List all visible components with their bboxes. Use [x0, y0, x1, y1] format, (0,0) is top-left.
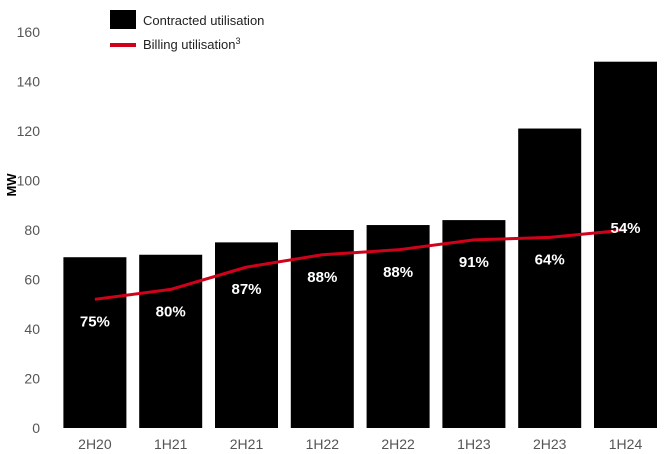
bar-series	[63, 61, 657, 428]
x-tick-label: 2H20	[78, 436, 112, 452]
legend-label-contracted: Contracted utilisation	[143, 13, 264, 28]
data-label: 88%	[307, 269, 337, 286]
x-tick-label: 2H22	[381, 436, 415, 452]
billing-utilisation-line	[94, 228, 626, 301]
y-tick-label: 60	[24, 272, 40, 288]
y-tick-label: 140	[17, 74, 41, 90]
data-label: 54%	[610, 220, 640, 237]
bar	[366, 225, 430, 428]
data-label: 87%	[231, 281, 261, 298]
y-tick-label: 80	[24, 222, 40, 238]
bar	[63, 257, 127, 428]
y-tick-label: 40	[24, 321, 40, 337]
x-tick-label: 1H22	[306, 436, 340, 452]
data-labels: 75% 80% 87% 88% 88% 91% 64% 54%	[80, 220, 641, 330]
x-tick-label: 1H21	[154, 436, 188, 452]
bar	[139, 254, 203, 428]
bar	[518, 128, 582, 428]
bar	[442, 220, 506, 428]
y-tick-label: 20	[24, 371, 40, 387]
x-tick-label: 1H23	[457, 436, 491, 452]
legend: Contracted utilisation Billing utilisati…	[110, 10, 264, 52]
x-tick-label: 2H21	[230, 436, 264, 452]
data-label: 80%	[156, 303, 186, 320]
data-label: 91%	[459, 254, 489, 271]
y-tick-label: 120	[17, 123, 41, 139]
x-axis-ticks: 2H20 1H21 2H21 1H22 2H22 1H23 2H23 1H24	[78, 436, 642, 452]
legend-label-billing: Billing utilisation3	[143, 36, 241, 52]
y-axis-ticks: 0 20 40 60 80 100 120 140 160	[17, 24, 41, 436]
bar	[594, 61, 657, 428]
bar	[215, 242, 278, 428]
data-label: 75%	[80, 313, 110, 330]
line-series	[94, 228, 626, 301]
legend-swatch-contracted	[110, 10, 136, 29]
data-label: 64%	[535, 251, 565, 268]
y-tick-label: 160	[17, 24, 41, 40]
y-axis-label: MW	[4, 173, 19, 197]
x-tick-label: 2H23	[533, 436, 567, 452]
x-tick-label: 1H24	[609, 436, 643, 452]
y-tick-label: 0	[32, 420, 40, 436]
data-label: 88%	[383, 264, 413, 281]
bar	[290, 230, 354, 428]
y-tick-label: 100	[17, 173, 41, 189]
